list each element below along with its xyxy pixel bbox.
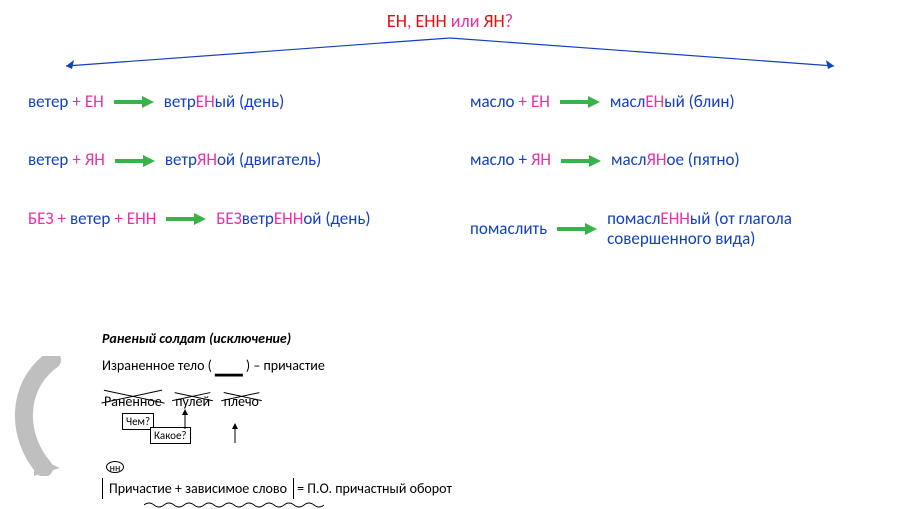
res-post: ый (блин) [664,91,734,112]
res-pre: масл [610,91,646,112]
exception-block: Раненый солдат (исключение) Израненное т… [60,330,580,499]
arrow-up-icon [180,409,190,429]
res-pre: помасл [607,208,660,229]
title-sep2: или [447,10,484,32]
res-post: ый (день) [215,91,285,112]
title-en: ЕН [387,10,407,32]
res-pre: ветр [165,149,197,170]
res-suf: ЯН [646,149,666,170]
title: ЕН, ЕНН или ЯН? [0,10,900,32]
res-suf: ЕНН [660,208,689,229]
res-pre: масл [611,149,647,170]
res-suf: ЯН [197,149,217,170]
res-suf: ЕН [196,91,215,112]
res-pre: ветр [164,91,196,112]
row-2: ветер + ЯН ветрЯНой (двигатель) масло + … [0,150,900,170]
formula-rows: ветер + ЕН ветрЕНый (день) масло + ЕН ма… [0,92,900,288]
w1: Раненное [102,393,164,410]
l1a: Израненное тело ( [102,357,212,374]
stem: ветер [70,209,110,229]
res-pre: ветр [242,208,274,229]
row-1-left: ветер + ЕН ветрЕНый (день) [0,92,440,112]
arrow-right-icon [557,221,597,237]
split-arrows-icon [60,36,840,76]
plus-icon: + [58,209,66,229]
bracket-icon: ▁▁ [215,355,243,377]
res-prefix: БЕЗ [216,208,242,229]
plus-icon: + [518,92,526,112]
eq-text: = П.О. причастный оборот [297,480,452,497]
row-2-right: масло + ЯН маслЯНое (пятно) [440,150,900,170]
plus-icon: + [518,150,526,170]
res-suf: ЕН [645,91,664,112]
exception-line-3: нн Причастие + зависимое слово = П.О. пр… [102,461,580,499]
nn-marker: нн [106,461,124,473]
title-sep1: , [407,10,416,32]
suffix: ЯН [85,150,105,170]
w3: плечо [222,393,261,410]
stem: помаслить [470,219,547,239]
q-kakoe: Какое? [150,427,191,444]
arrow-right-icon [114,94,154,110]
stem: ветер [28,150,68,170]
arrow-right-icon [166,211,206,227]
title-q: ? [505,10,513,32]
arrow-right-icon [560,94,600,110]
suffix: ЯН [531,150,551,170]
row-3-right: помаслить помаслЕННый (от глагола соверш… [440,209,900,250]
prefix: БЕЗ [28,209,54,229]
res-post: ой (двигатель) [217,149,321,170]
row-1: ветер + ЕН ветрЕНый (день) масло + ЕН ма… [0,92,900,112]
plus-icon: + [114,209,122,229]
wave-underline-icon [144,501,324,509]
exception-line-1: Израненное тело ( ▁▁ ) – причастие [102,355,580,377]
exception-line-2: Раненное пулей плечо Чем? Какое? [102,393,580,439]
arrow-right-icon [561,153,601,169]
row-3-left: БЕЗ + ветер + ЕНН БЕЗветрЕННой (день) [0,209,440,250]
arrow-right-icon [115,153,155,169]
stem: ветер [28,92,68,112]
suffix: ЕН [531,92,550,112]
title-yan: ЯН [484,10,505,32]
res-suf: ЕНН [274,208,303,229]
stem: масло [470,92,514,112]
l1b: ) – причастие [246,357,325,374]
plus-icon: + [72,150,80,170]
arrow-up-icon [230,423,240,443]
exception-title: Раненый солдат (исключение) [102,330,580,347]
row-1-right: масло + ЕН маслЕНый (блин) [440,92,900,112]
res-post: ой (день) [303,208,370,229]
participle-phrase: Причастие + зависимое слово [102,478,294,499]
stem: масло [470,150,514,170]
res-post: ый [690,208,711,229]
suffix: ЕН [85,92,104,112]
row-2-left: ветер + ЯН ветрЯНой (двигатель) [0,150,440,170]
res-post: ое (пятно) [667,149,740,170]
w2: пулей [173,393,212,410]
row-3: БЕЗ + ветер + ЕНН БЕЗветрЕННой (день) по… [0,209,900,250]
title-enn: ЕНН [416,10,447,32]
plus-icon: + [72,92,80,112]
suffix: ЕНН [127,209,156,229]
